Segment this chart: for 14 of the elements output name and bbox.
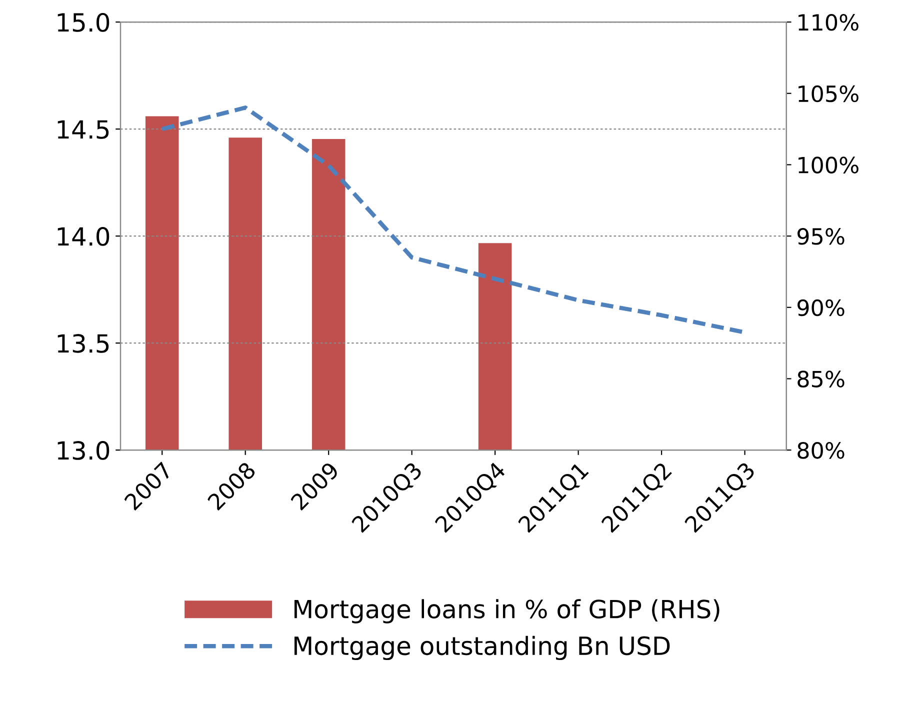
y-tick-label: 14.5 xyxy=(58,120,109,139)
y2-tick-label: 105% xyxy=(798,85,858,102)
y2-tick-label: 95% xyxy=(798,228,844,245)
y2-tick-label: 100% xyxy=(798,156,858,174)
y2-tick-label: 110% xyxy=(798,14,858,31)
y2-tick-label: 80% xyxy=(798,442,844,459)
y-tick-label: 14.0 xyxy=(58,226,110,246)
legend-label: Mortgage loans in % of GDP (RHS) xyxy=(294,599,720,624)
y2-tick-label: 90% xyxy=(798,299,844,316)
legend-label: Mortgage outstanding Bn USD xyxy=(294,636,670,660)
y-tick-label: 13.5 xyxy=(58,334,109,353)
y-tick-label: 15.0 xyxy=(58,12,110,32)
y-tick-label: 13.0 xyxy=(58,441,110,460)
y2-tick-label: 85% xyxy=(798,370,844,388)
